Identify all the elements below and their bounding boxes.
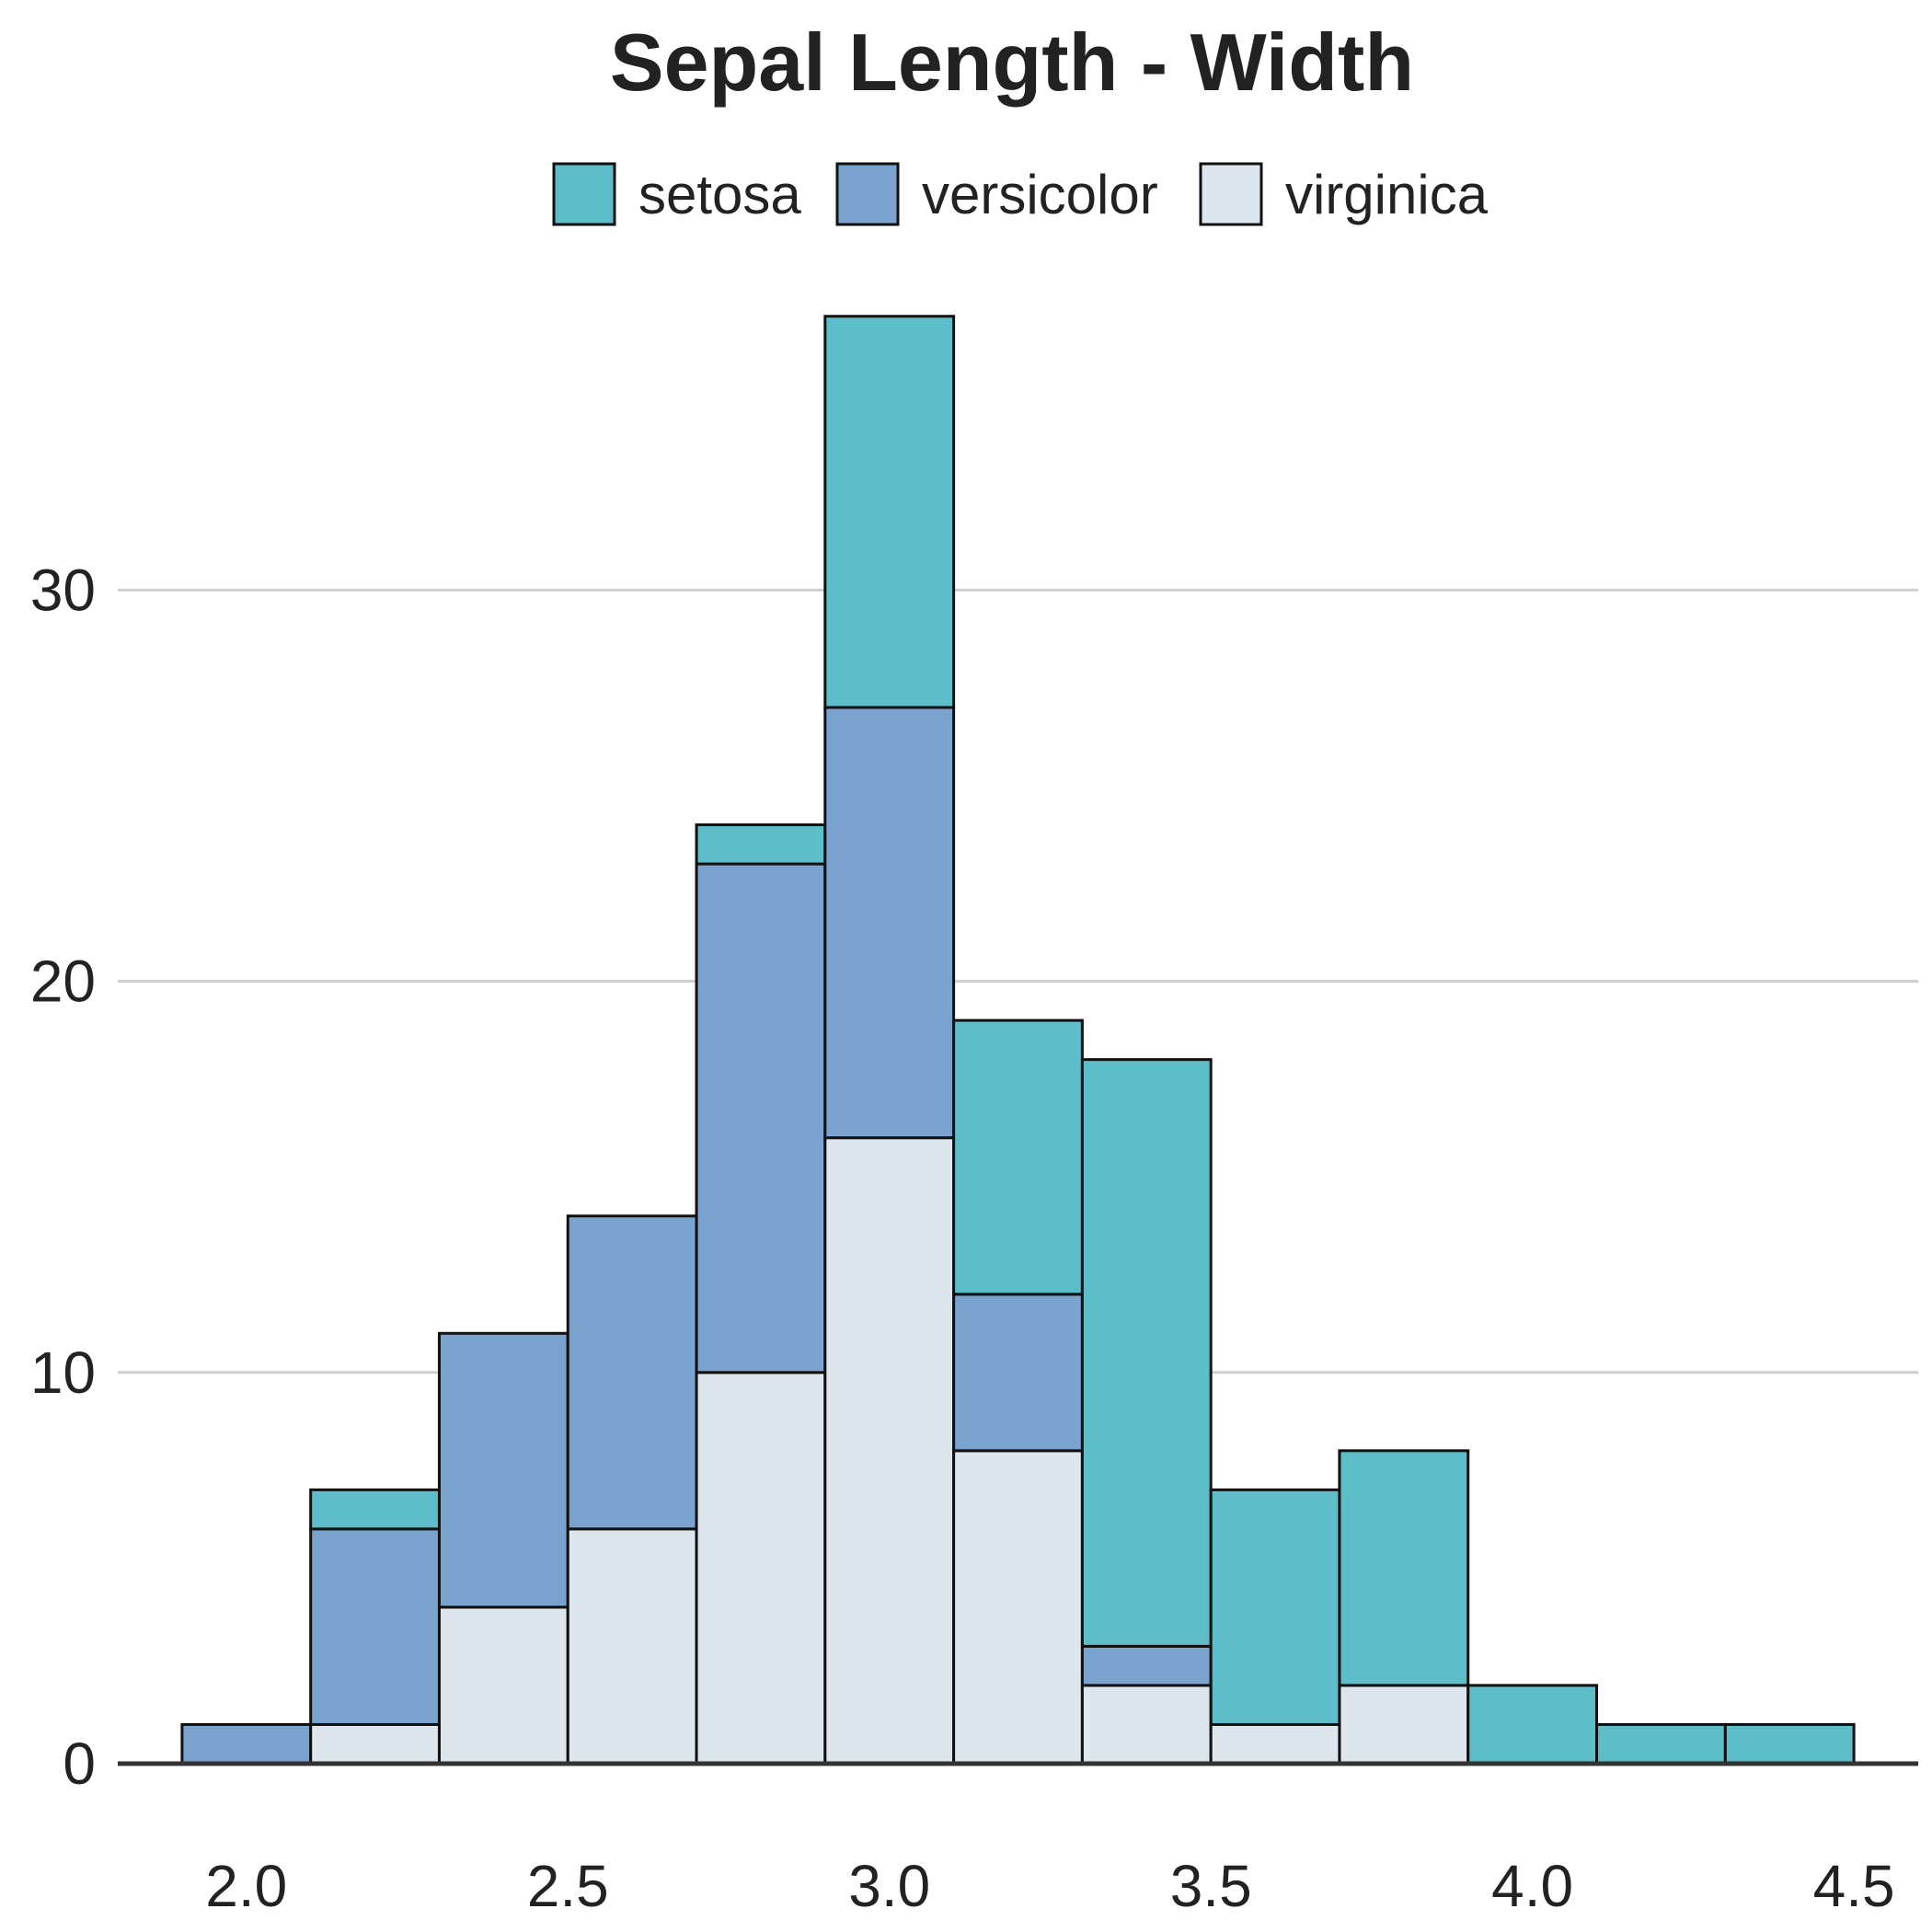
bar-virginica-2.9 (823, 1136, 956, 1765)
bar-virginica-2.3 (437, 1605, 569, 1765)
y-tick-label-10: 10 (30, 1340, 96, 1406)
x-axis-ticks: 2.0 2.5 3.0 3.5 4.0 4.5 (205, 1853, 1894, 1919)
bar-virginica-3.1 (952, 1449, 1084, 1765)
bar-virginica-3.3 (1080, 1684, 1213, 1765)
bar-setosa-3.1 (952, 1018, 1084, 1296)
bar-setosa-3.3 (1080, 1058, 1213, 1648)
bar-versicolor-2.9 (823, 706, 956, 1140)
legend-label-versicolor: versicolor (922, 164, 1158, 225)
x-tick-label-4.5: 4.5 (1813, 1853, 1895, 1919)
bar-virginica-3.7 (1338, 1684, 1470, 1765)
bar-versicolor-3.1 (952, 1293, 1084, 1453)
bar-versicolor-3.3 (1080, 1644, 1213, 1687)
y-axis-ticks: 0 10 20 30 (30, 557, 96, 1797)
y-tick-label-20: 20 (30, 949, 96, 1015)
chart-title: Sepal Length - Width (610, 17, 1414, 108)
x-tick-label-3.0: 3.0 (848, 1853, 930, 1919)
legend-swatch-virginica (1199, 162, 1263, 226)
y-tick-label-0: 0 (63, 1731, 96, 1797)
bar-versicolor-2.5 (566, 1214, 698, 1531)
bar-setosa-3.9 (1466, 1684, 1599, 1765)
legend-label-setosa: setosa (638, 164, 801, 225)
chart-legend: setosa versicolor virginica (552, 162, 1489, 226)
x-tick-label-2.0: 2.0 (205, 1853, 287, 1919)
bar-virginica-3.5 (1209, 1722, 1341, 1765)
x-tick-label-3.5: 3.5 (1170, 1853, 1252, 1919)
bar-versicolor-2.7 (695, 862, 827, 1374)
legend-swatch-versicolor (835, 162, 900, 226)
bar-versicolor-2.1 (309, 1527, 441, 1726)
bar-versicolor-2.3 (437, 1331, 569, 1609)
bar-setosa-3.5 (1209, 1488, 1341, 1726)
x-tick-label-2.5: 2.5 (527, 1853, 609, 1919)
bar-virginica-2.7 (695, 1371, 827, 1765)
bar-virginica-2.1 (309, 1722, 441, 1765)
bar-versicolor-1.9 (180, 1722, 313, 1765)
bar-setosa-2.9 (823, 315, 956, 709)
bar-virginica-2.5 (566, 1527, 698, 1765)
y-tick-label-30: 30 (30, 557, 96, 623)
bar-setosa-3.7 (1338, 1449, 1470, 1687)
bar-setosa-4.1 (1595, 1722, 1727, 1765)
bar-setosa-4.3 (1723, 1722, 1856, 1765)
legend-label-virginica: virginica (1285, 164, 1489, 225)
x-tick-label-4.0: 4.0 (1491, 1853, 1573, 1919)
bar-setosa-2.1 (309, 1488, 441, 1531)
bar-setosa-2.7 (695, 823, 827, 866)
bars (180, 315, 1856, 1765)
legend-swatch-setosa (552, 162, 616, 226)
